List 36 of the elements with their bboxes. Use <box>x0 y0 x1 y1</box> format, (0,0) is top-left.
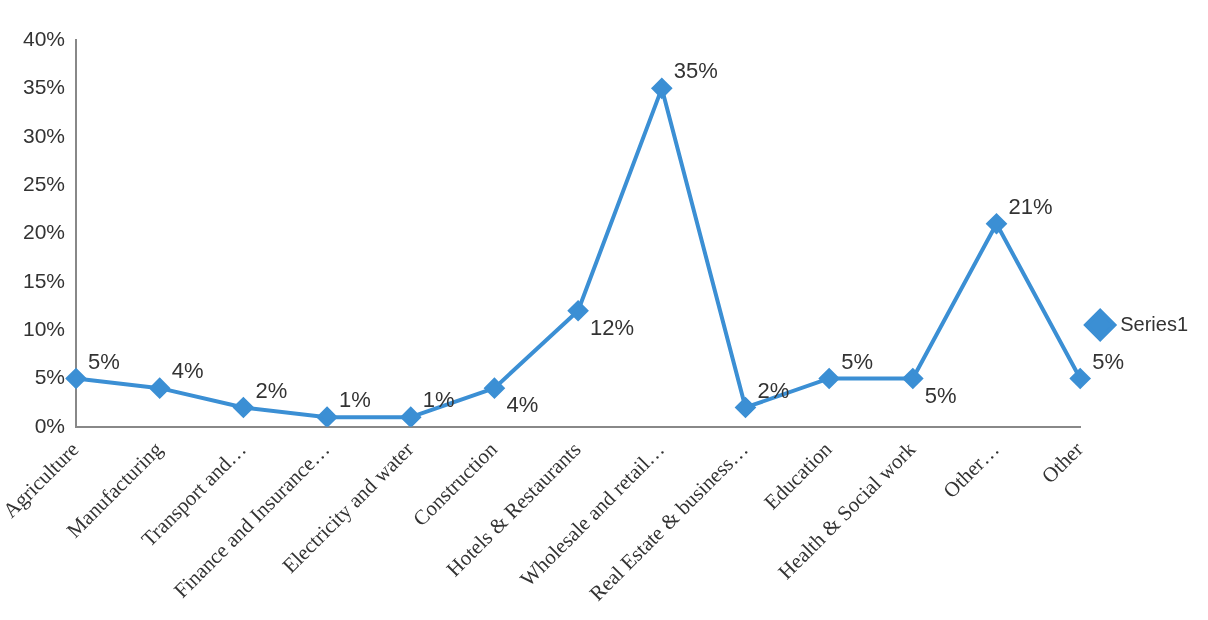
point <box>986 213 1007 234</box>
data-label: 4% <box>171 358 204 384</box>
point <box>317 407 338 427</box>
data-label: 1% <box>339 387 371 413</box>
data-label: 5% <box>841 348 873 374</box>
point <box>149 378 170 399</box>
data-label: 5% <box>924 382 957 408</box>
legend-label: Series1 <box>1120 312 1188 335</box>
point <box>484 378 505 399</box>
point <box>233 397 254 418</box>
data-label: 2% <box>757 377 790 403</box>
point <box>1070 368 1091 389</box>
point <box>651 78 672 99</box>
point <box>568 300 589 321</box>
y-tick-label: 10% <box>23 316 66 340</box>
y-tick-label: 0% <box>34 413 66 437</box>
data-label: 35% <box>673 58 718 84</box>
data-label: 1% <box>422 387 455 413</box>
point <box>66 368 87 389</box>
point <box>902 368 923 389</box>
data-label: 5% <box>88 348 120 374</box>
y-tick-label: 15% <box>23 268 66 292</box>
data-label: 5% <box>1092 348 1124 374</box>
point <box>400 407 421 427</box>
point <box>819 368 840 389</box>
point <box>735 397 756 418</box>
y-tick-label: 35% <box>23 75 66 99</box>
y-tick-label: 25% <box>23 171 66 195</box>
y-tick-label: 5% <box>34 365 66 389</box>
data-label: 21% <box>1008 193 1053 219</box>
data-label: 4% <box>506 392 539 418</box>
y-tick-label: 20% <box>23 220 66 244</box>
data-label: 2% <box>255 377 288 403</box>
y-tick-label: 30% <box>23 123 66 147</box>
data-label: 12% <box>590 314 635 340</box>
y-tick-label: 40% <box>23 26 66 50</box>
